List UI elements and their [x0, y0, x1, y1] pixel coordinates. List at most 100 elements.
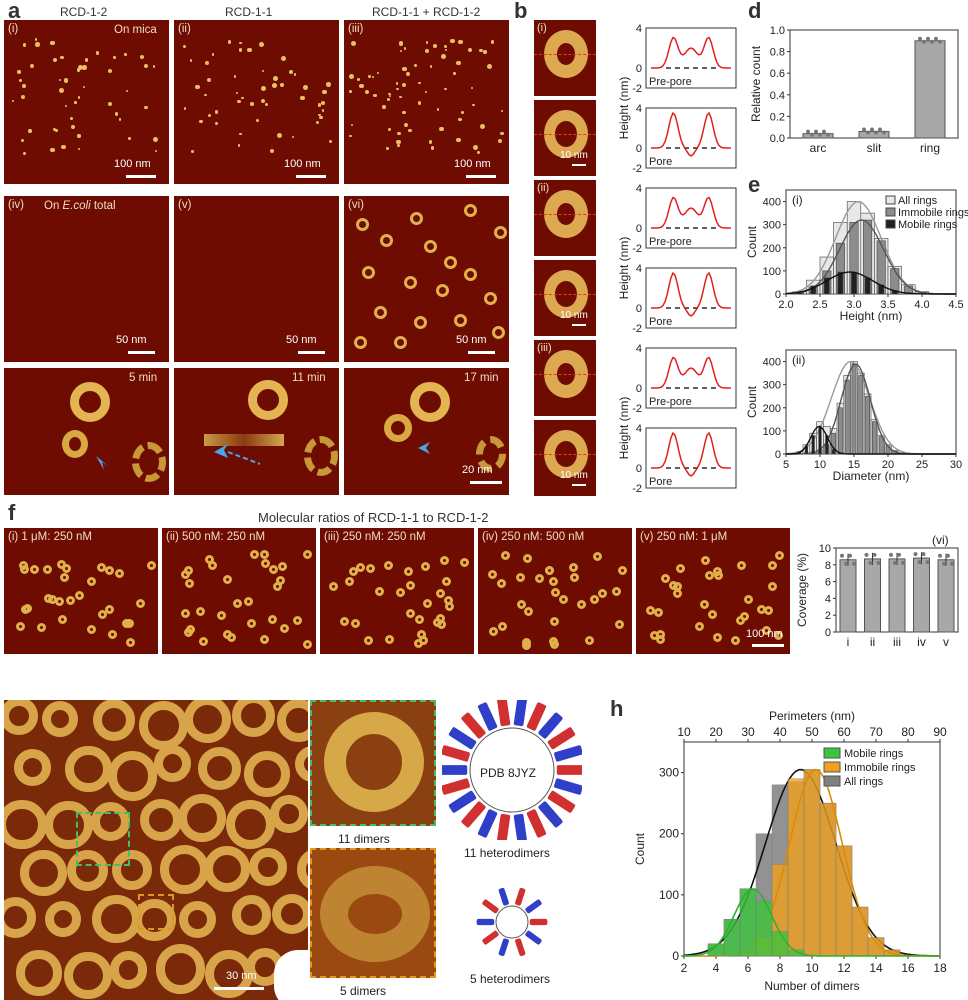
y-axis-label: Count [745, 225, 759, 258]
y-tick-label: 400 [763, 197, 781, 209]
bar-point [878, 127, 882, 132]
coverage-bar-iv [913, 557, 930, 633]
subunit [498, 887, 509, 906]
h-legend-swatch [823, 761, 841, 773]
h-x-tick: 12 [837, 961, 851, 975]
y-tick-label: 400 [763, 357, 781, 369]
x-tick-label: 30 [950, 459, 962, 471]
y-tick-label: 8 [825, 560, 831, 572]
profile-ytick: 4 [636, 263, 642, 275]
hist-bar [832, 449, 836, 455]
bar-point [870, 127, 874, 132]
profile-box-2 [645, 107, 737, 169]
h-top-tick: 50 [805, 725, 819, 739]
subunit [515, 887, 526, 906]
profile-ylabel-2: Height (nm) [617, 237, 631, 300]
zoom2-caption: 5 dimers [340, 984, 387, 998]
bar-arc [802, 133, 834, 139]
h-legend-swatch [823, 775, 841, 787]
h-x-tick: 8 [777, 961, 784, 975]
model1-caption: 11 heterodimers [464, 846, 550, 860]
y-tick-label: 300 [763, 220, 781, 232]
bar-point [934, 36, 938, 41]
coverage-point [917, 560, 922, 565]
bar-point [826, 132, 830, 137]
hist-bar [796, 292, 803, 295]
coverage-point [942, 561, 946, 566]
bar-point [818, 132, 822, 137]
height-profile-2 [651, 111, 731, 157]
y-tick-label: 6 [825, 577, 831, 589]
col-header-3: RCD-1-1 + RCD-1-2 [372, 5, 481, 19]
profile-label-6: Pore [649, 476, 672, 488]
y-tick-label: 10 [819, 543, 831, 555]
h-legend-label: Immobile rings [844, 762, 916, 774]
y-tick-label: 0.8 [770, 47, 785, 59]
y-tick-label: 1.0 [770, 25, 785, 37]
h-top-tick: 10 [677, 725, 691, 739]
bar-point [862, 127, 866, 132]
panel-f-letter: f [8, 500, 16, 525]
coverage-category-ii: ii [870, 635, 875, 649]
bar-point [918, 36, 922, 41]
ring-image-5: (iii) [534, 340, 596, 416]
afm-ratio-image-1: (i) 1 μM: 250 nM [4, 528, 158, 654]
profile-ytick: -2 [632, 403, 642, 415]
profile-label-5: Pre-pore [649, 396, 692, 408]
x-tick-label: 10 [814, 459, 826, 471]
x-tick-label: 5 [783, 459, 789, 471]
zoom-box-11-dimers [76, 812, 130, 866]
h-top-tick: 20 [709, 725, 723, 739]
h-y-tick: 100 [659, 888, 679, 902]
x-tick-label: 4.0 [914, 299, 929, 311]
hist-bar [878, 436, 884, 455]
profile-ytick: 0 [636, 143, 642, 155]
legend-swatch [885, 207, 896, 217]
height-profile-4 [651, 271, 731, 317]
profile-box-4 [645, 267, 737, 329]
ring-image-1: (i) [534, 20, 596, 96]
h-x-tick: 18 [933, 961, 947, 975]
pdb-label: PDB 8JYZ [480, 766, 537, 780]
y-tick-label: 0 [775, 449, 781, 461]
legend-label: Mobile rings [898, 219, 958, 231]
profile-ytick: -2 [632, 83, 642, 95]
bar-point [926, 36, 930, 41]
y-tick-label: 0 [775, 289, 781, 301]
afm-image-a-v: (v) 50 nm [174, 196, 339, 362]
profile-ytick: 4 [636, 183, 642, 195]
category-label-ring: ring [920, 141, 940, 155]
ring-image-2: 10 nm [534, 100, 596, 176]
y-tick-label: 0.6 [770, 68, 785, 80]
subunit [538, 801, 563, 828]
subunit [442, 745, 470, 762]
hist-bar [864, 277, 871, 295]
height-profile-1 [651, 36, 731, 69]
coverage-point [876, 560, 881, 565]
y-axis-label: Relative count [749, 45, 763, 122]
subunit [448, 790, 477, 813]
legend-swatch [885, 195, 896, 205]
h-x-tick: 16 [901, 961, 915, 975]
subunit [442, 765, 468, 775]
subunit [538, 712, 563, 739]
profile-box-5 [645, 347, 737, 409]
profile-ytick: 4 [636, 423, 642, 435]
profile-ylabel-3: Height (nm) [617, 397, 631, 460]
subunit [476, 918, 495, 926]
h-y-tick: 200 [659, 827, 679, 841]
profile-label-3: Pre-pore [649, 236, 692, 248]
hist-bar [858, 375, 864, 455]
profile-box-3 [645, 187, 737, 249]
profile-box-6 [645, 427, 737, 489]
h-top-tick: 90 [933, 725, 947, 739]
profile-ytick: -2 [632, 163, 642, 175]
y-tick-label: 4 [825, 593, 831, 605]
coverage-bar-v [937, 559, 955, 633]
h-fit-curve [684, 888, 940, 957]
h-bar [771, 931, 789, 957]
h-bar [851, 906, 869, 957]
bar-point [822, 129, 826, 134]
legend-label: All rings [898, 195, 938, 207]
bar-point [810, 132, 814, 137]
